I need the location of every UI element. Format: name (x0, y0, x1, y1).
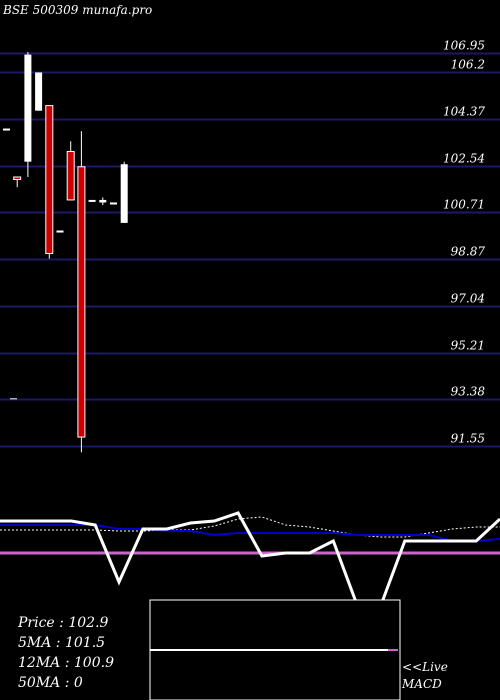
y-tick-label-9: 91.55 (451, 432, 485, 446)
ma50-value: 0 (73, 675, 83, 691)
ma50-row: 50MA : 0 (18, 673, 114, 693)
candle-body-10 (110, 202, 117, 205)
candle-body-4 (45, 105, 54, 254)
y-tick-label-3: 102.54 (443, 152, 485, 166)
chart-title: BSE 500309 munafa.pro (2, 3, 152, 17)
ma5-value: 101.5 (64, 635, 106, 651)
candle-body-11 (120, 164, 128, 223)
candle-body-8 (88, 199, 96, 202)
candle-body-0 (3, 128, 10, 131)
ma5-label: 5MA : (18, 635, 61, 651)
ma5-row: 5MA : 101.5 (18, 633, 114, 653)
stats-panel: Price : 102.9 5MA : 101.5 12MA : 100.9 5… (18, 613, 114, 693)
y-tick-label-0: 106.95 (443, 39, 485, 53)
price-label: Price : (18, 615, 64, 631)
candle-body-6 (66, 150, 75, 201)
ma12-row: 12MA : 100.9 (18, 653, 114, 673)
candle-body-2 (24, 54, 32, 162)
price-value: 102.9 (68, 615, 109, 631)
ma50-label: 50MA : (18, 675, 70, 691)
candle-body-9 (99, 199, 107, 203)
candle-body-5 (56, 230, 64, 233)
candle-body-3 (35, 72, 43, 111)
y-tick-label-7: 95.21 (451, 339, 485, 353)
candle-body-1 (13, 176, 22, 181)
ma12-label: 12MA : (18, 655, 70, 671)
macd-label-line2: MACD (401, 677, 442, 691)
y-tick-label-8: 93.38 (451, 385, 486, 399)
price-row: Price : 102.9 (18, 613, 114, 633)
y-tick-label-2: 104.37 (443, 105, 485, 119)
macd-label-line1: <<Live (402, 660, 448, 674)
y-tick-label-6: 97.04 (451, 292, 485, 306)
y-tick-label-1: 106.2 (451, 58, 485, 72)
indicator-panel (0, 511, 500, 607)
price-gridlines (0, 52, 500, 448)
price-axis-labels: 106.95 106.2 104.37 102.54 100.71 98.87 97.04 9… (443, 39, 485, 446)
y-tick-label-4: 100.71 (443, 198, 485, 212)
price-line (0, 511, 500, 607)
y-tick-label-5: 98.87 (451, 245, 486, 259)
ma12-value: 100.9 (73, 655, 114, 671)
candle-body-7 (77, 166, 86, 438)
candles (3, 52, 128, 453)
